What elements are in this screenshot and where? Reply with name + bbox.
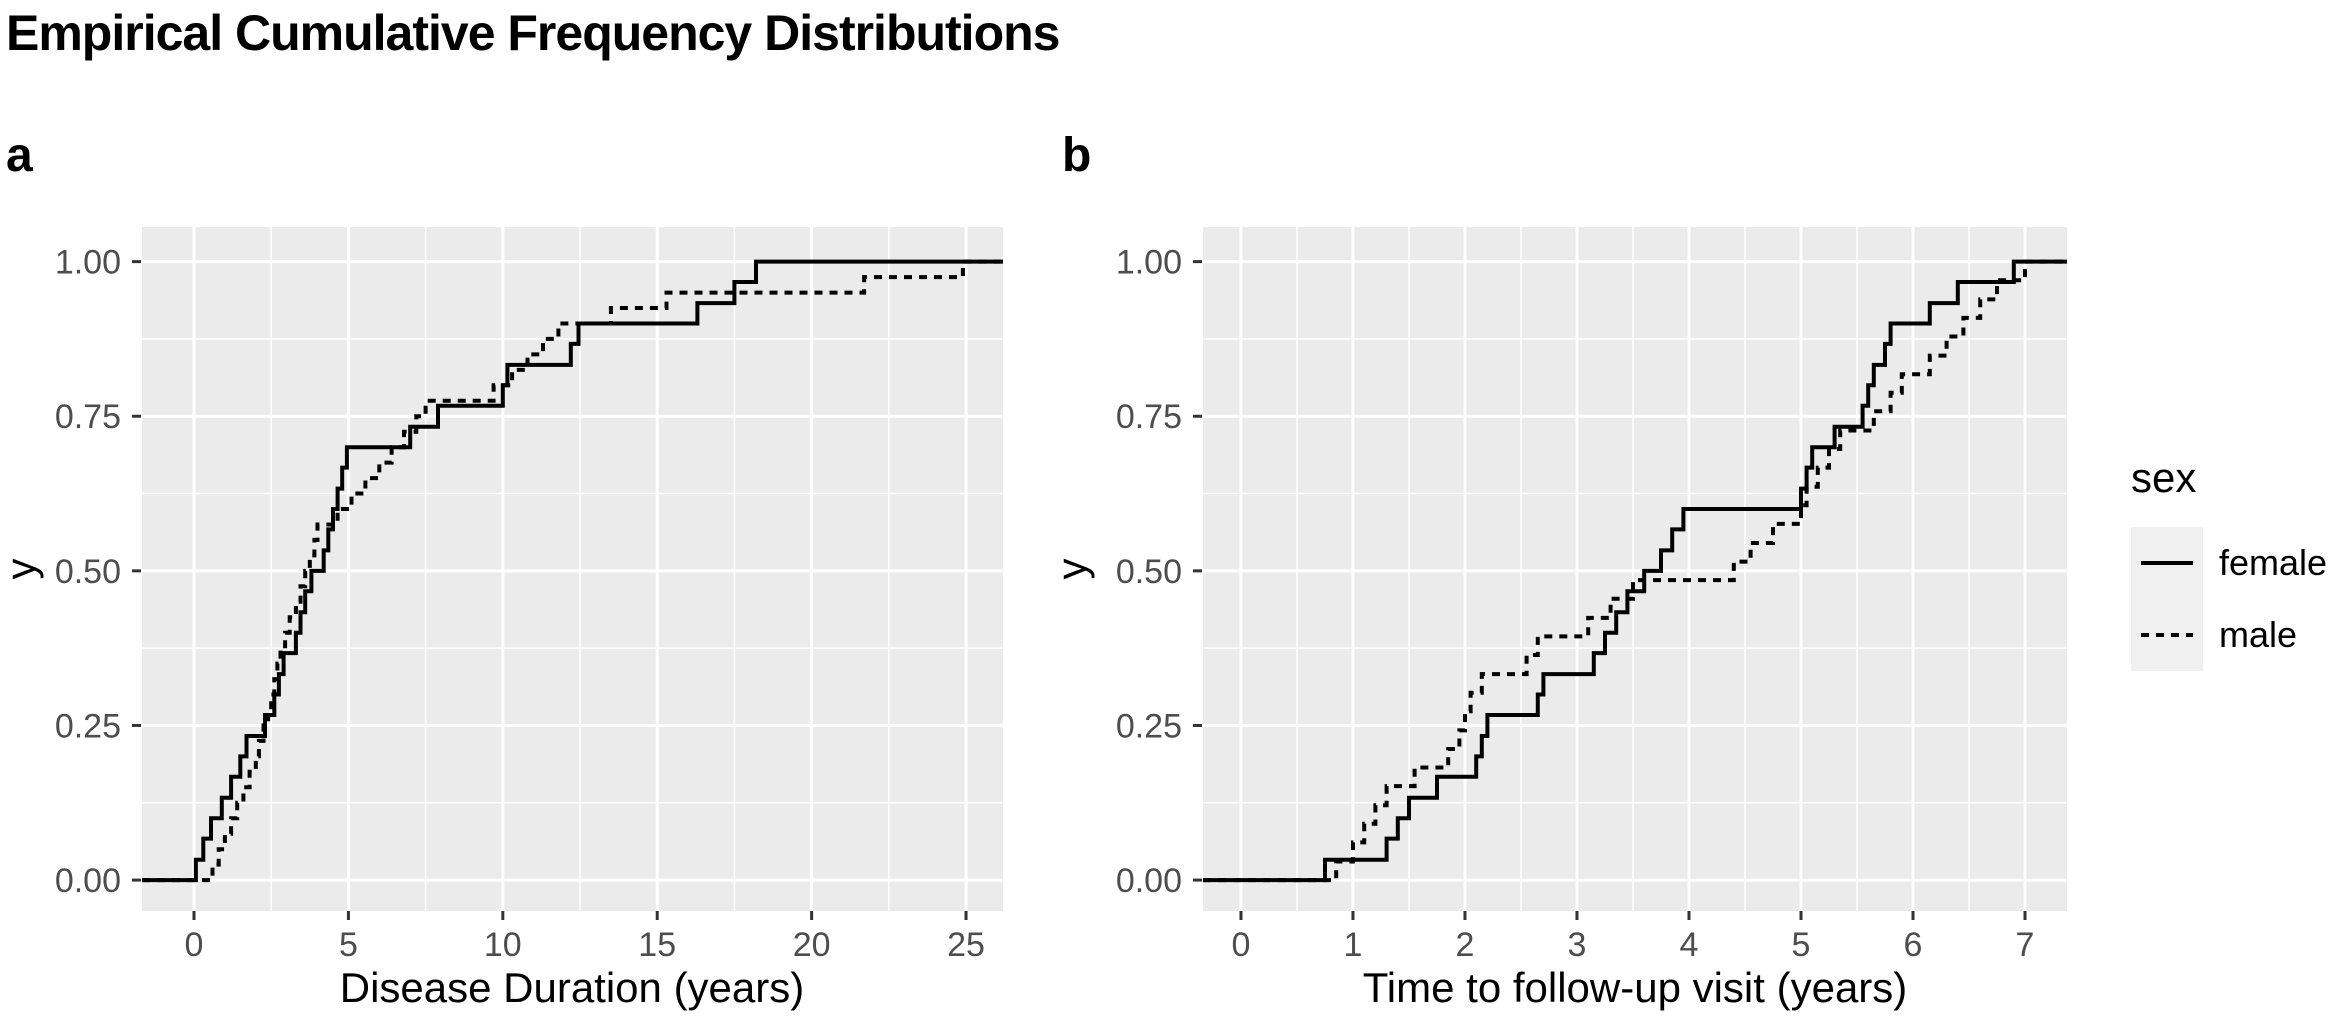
legend-label-male: male bbox=[2219, 614, 2298, 655]
legend-key-male bbox=[2131, 599, 2203, 671]
panel-b-x-axis-title: Time to follow-up visit (years) bbox=[1362, 964, 1908, 1011]
panel-b-y-tick-label: 1.00 bbox=[1116, 244, 1182, 282]
panel-b-y-tick-label: 0.00 bbox=[1116, 862, 1182, 900]
panel-a-y-axis-title: y bbox=[0, 558, 44, 580]
panel-b-x-tick-label: 1 bbox=[1344, 926, 1363, 964]
panel-a-background bbox=[142, 227, 1003, 911]
panel-b-x-tick-label: 3 bbox=[1568, 926, 1587, 964]
figure-title: Empirical Cumulative Frequency Distribut… bbox=[6, 5, 1060, 61]
panel-a-x-tick-label: 10 bbox=[484, 926, 522, 964]
panel-b-y-tick-label: 0.75 bbox=[1116, 398, 1182, 436]
panel-b-tag: b bbox=[1062, 129, 1092, 182]
panel-a-x-axis-title: Disease Duration (years) bbox=[339, 964, 805, 1011]
panel-a-x-tick-label: 15 bbox=[638, 926, 676, 964]
panel-b-background bbox=[1203, 227, 2067, 911]
solid-line-sample-icon bbox=[2141, 561, 2193, 565]
panel-a-y-tick-label: 0.25 bbox=[55, 707, 121, 745]
legend-item-female: female bbox=[2131, 527, 2327, 599]
panel-b-y-tick-label: 0.25 bbox=[1116, 707, 1182, 745]
legend: sex female male bbox=[2131, 456, 2327, 671]
panel-a-tag: a bbox=[6, 129, 33, 182]
panel-b-ecdf-line-female bbox=[1203, 259, 2067, 883]
panel-a-ecdf-line-female bbox=[142, 259, 1003, 883]
panel-a-y-tick-label: 0.75 bbox=[55, 398, 121, 436]
panel-b-ecdf-line-male bbox=[1203, 259, 2067, 883]
panel-b-x-tick-label: 7 bbox=[2016, 926, 2035, 964]
legend-key-female bbox=[2131, 527, 2203, 599]
panel-a-x-tick-label: 0 bbox=[185, 926, 204, 964]
dashed-line-sample-icon bbox=[2141, 633, 2193, 637]
legend-label-female: female bbox=[2219, 542, 2328, 583]
panel-b-y-tick-label: 0.50 bbox=[1116, 553, 1182, 591]
panel-b-x-tick-label: 2 bbox=[1456, 926, 1475, 964]
panel-a-y-tick-label: 1.00 bbox=[55, 244, 121, 282]
panel-b-x-tick-label: 0 bbox=[1232, 926, 1251, 964]
panel-b-x-tick-label: 6 bbox=[1904, 926, 1923, 964]
panel-a-x-tick-label: 5 bbox=[339, 926, 358, 964]
legend-item-male: male bbox=[2131, 599, 2327, 671]
panel-b-x-tick-label: 4 bbox=[1680, 926, 1699, 964]
legend-title: sex bbox=[2131, 454, 2197, 501]
panel-a-x-tick-label: 25 bbox=[947, 926, 985, 964]
panel-b-y-axis-title: y bbox=[1048, 558, 1095, 580]
panel-a-ecdf-line-male bbox=[142, 259, 1003, 883]
panel-a-x-tick-label: 20 bbox=[793, 926, 831, 964]
panel-a-y-tick-label: 0.00 bbox=[55, 862, 121, 900]
panel-b-x-tick-label: 5 bbox=[1792, 926, 1811, 964]
panel-a-y-tick-label: 0.50 bbox=[55, 553, 121, 591]
